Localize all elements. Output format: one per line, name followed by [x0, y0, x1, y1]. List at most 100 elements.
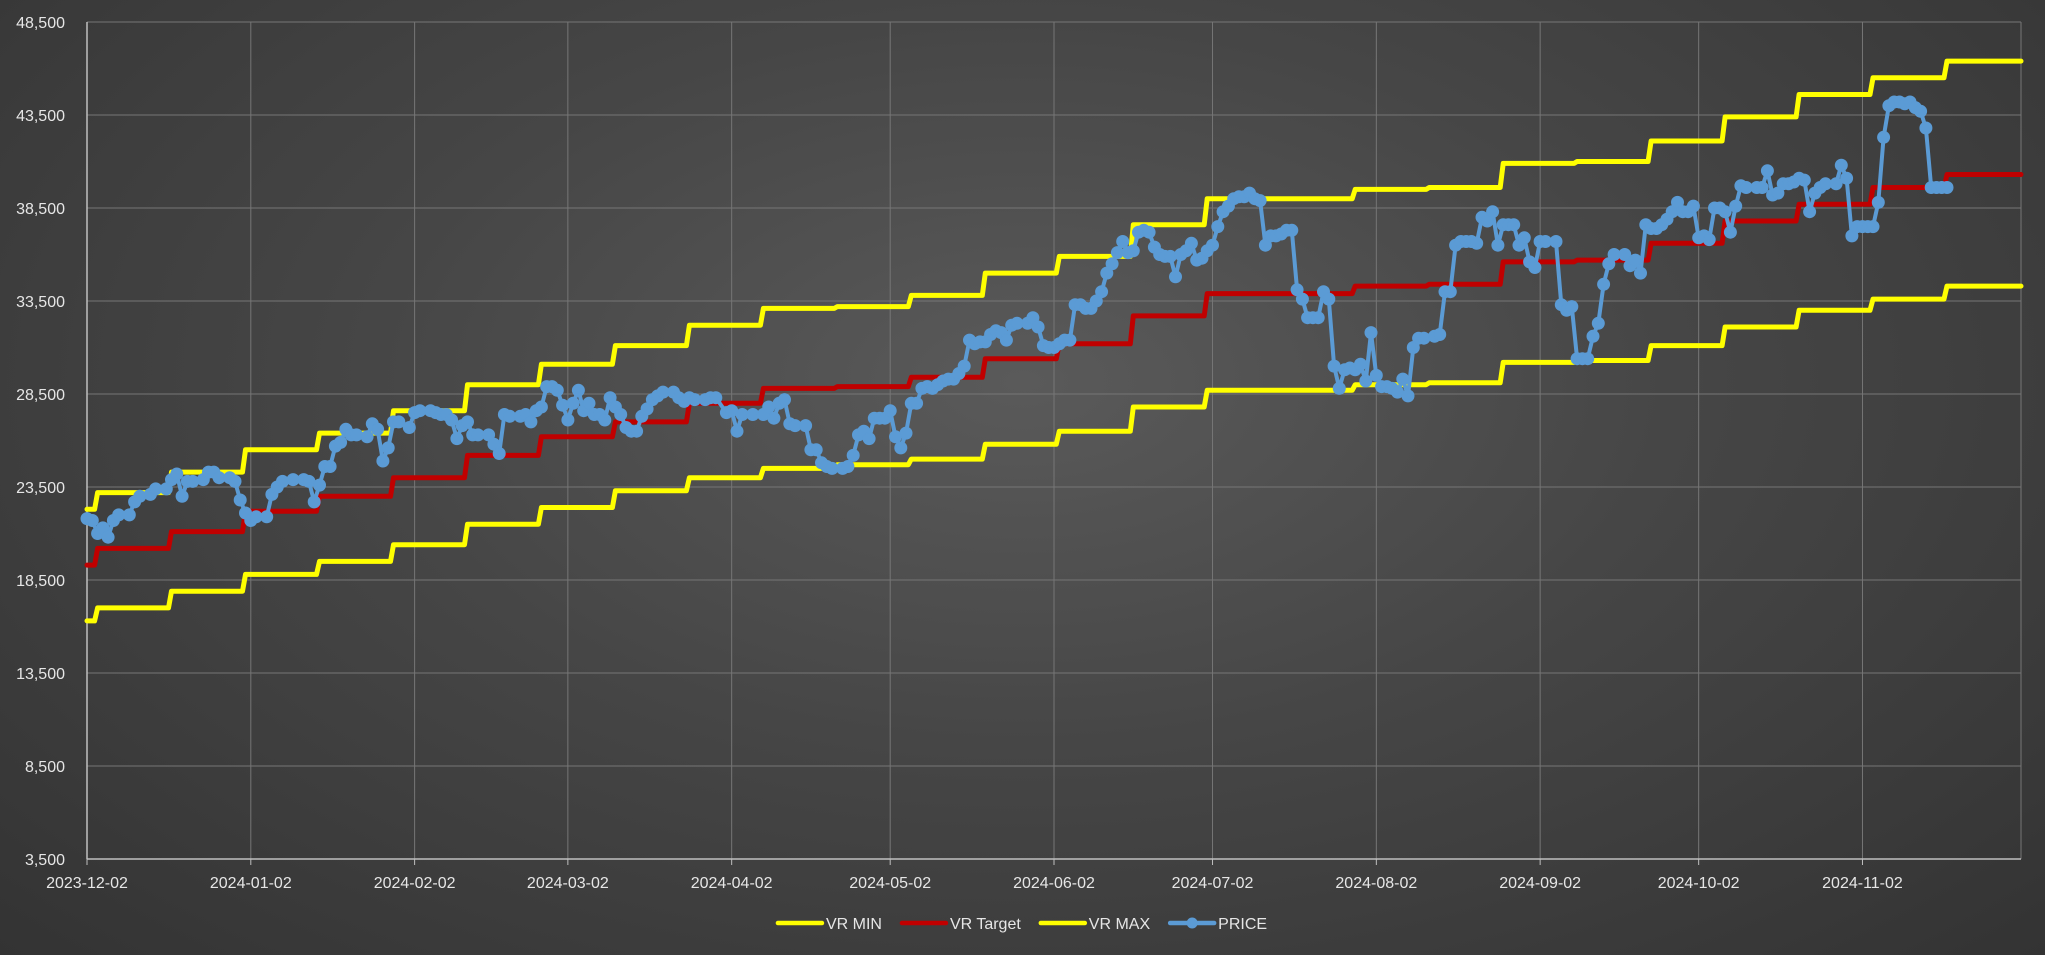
legend-label-vr_max: VR MAX [1089, 916, 1151, 933]
data-point-price [313, 478, 326, 492]
data-point-price [1105, 257, 1119, 271]
data-point-price [1116, 235, 1130, 248]
data-point-price [1470, 236, 1484, 250]
data-point-price [307, 495, 321, 509]
data-point-price [1417, 331, 1431, 345]
y-tick-label: 18,500 [16, 573, 65, 590]
data-point-price [170, 467, 184, 481]
data-point-price [999, 333, 1013, 347]
series-vr_target [84, 172, 2024, 568]
x-tick-label: 2024-05-02 [849, 875, 931, 892]
data-point-price [1206, 238, 1219, 252]
data-point-price [730, 424, 744, 438]
series-line-vr_min [84, 283, 2024, 624]
y-tick-label: 3,500 [25, 852, 65, 869]
data-point-price [1718, 205, 1732, 219]
data-point-price [524, 415, 538, 429]
y-tick-label: 43,500 [16, 108, 65, 125]
x-tick-label: 2024-11-02 [1822, 875, 1903, 892]
data-point-price [85, 514, 99, 527]
data-point-price [550, 383, 564, 397]
grid [86, 21, 2022, 859]
data-point-price [1755, 181, 1769, 194]
series-line-vr_target [84, 172, 2024, 568]
data-point-price [1211, 220, 1225, 234]
data-point-price [175, 489, 189, 503]
data-point-price [381, 441, 395, 455]
y-tick-label: 48,500 [16, 15, 65, 32]
x-tick-label: 2024-03-02 [527, 875, 609, 892]
data-point-price [350, 428, 363, 442]
data-point-price [1702, 233, 1716, 247]
series-vr_min [84, 283, 2024, 624]
data-point-price [846, 448, 860, 462]
x-tick-label: 2024-08-02 [1335, 875, 1417, 892]
x-axis-tick-labels: 2023-12-02 2024-01-02 2024-02-02 2024-03-02… [46, 875, 1903, 892]
data-point-price [841, 460, 855, 473]
legend-item-vr_min: VR MIN [775, 916, 882, 933]
data-point-price [461, 415, 474, 429]
data-point-price [1829, 177, 1843, 191]
data-point-price [1581, 352, 1595, 366]
data-point-price [1834, 158, 1848, 172]
data-point-price [450, 432, 464, 446]
data-point-price [1507, 218, 1521, 232]
data-point-price [1877, 130, 1891, 144]
data-point-price [371, 422, 385, 436]
data-point-price [1914, 104, 1928, 118]
data-point-price [492, 447, 506, 460]
data-point-price [1031, 320, 1045, 334]
data-point-price [1597, 277, 1611, 291]
data-point-price [571, 383, 585, 397]
data-point-price [445, 413, 459, 427]
x-tick-label: 2024-09-02 [1499, 875, 1581, 892]
legend-item-vr_target: VR Target [899, 916, 1021, 933]
data-point-price [1063, 333, 1077, 347]
legend-marker-price [1186, 917, 1198, 929]
data-point-price [582, 396, 596, 410]
data-point-price [566, 396, 580, 410]
data-point-price [1184, 236, 1198, 250]
data-point-price [614, 408, 628, 421]
data-point-price [1322, 292, 1336, 306]
x-tick-label: 2024-02-02 [374, 875, 456, 892]
data-point-price [1126, 244, 1140, 258]
data-point-price [1486, 205, 1500, 219]
data-point-price [1163, 249, 1177, 263]
y-tick-label: 38,500 [16, 201, 65, 218]
data-point-price [1634, 266, 1647, 280]
data-point-price [894, 441, 908, 455]
data-point-price [862, 432, 876, 446]
data-point-price [899, 426, 913, 440]
data-point-price [1586, 329, 1600, 343]
data-point-price [1253, 194, 1267, 208]
data-point-price [1919, 121, 1933, 135]
data-point-price [1169, 270, 1182, 284]
data-point-price [1433, 328, 1447, 341]
legend-label-vr_min: VR MIN [826, 916, 882, 933]
data-point-price [809, 443, 823, 457]
data-point-price [402, 421, 416, 434]
data-point-price [1491, 238, 1505, 252]
legend-item-price: PRICE [1167, 916, 1267, 933]
data-point-price [233, 493, 247, 507]
data-point-price [1866, 220, 1880, 234]
legend-label-vr_target: VR Target [950, 916, 1021, 933]
data-point-price [122, 508, 136, 522]
x-tick-label: 2024-10-02 [1658, 875, 1740, 892]
y-tick-label: 23,500 [16, 480, 65, 497]
data-point-price [1359, 374, 1373, 388]
data-point-price [1401, 389, 1415, 403]
series-price [80, 95, 1954, 544]
y-axis-tick-labels: 3,500 8,500 13,500 18,500 23,500 28,500 33,500… [16, 15, 65, 869]
x-tick-label: 2024-04-02 [691, 875, 773, 892]
x-tick-label: 2024-06-02 [1013, 875, 1095, 892]
data-point-price [910, 396, 924, 410]
data-point-price [276, 474, 289, 488]
data-point-price [883, 404, 897, 418]
data-point-price [1528, 261, 1542, 274]
data-point-price [1871, 195, 1885, 209]
data-point-price [392, 415, 406, 429]
data-point-price [1369, 368, 1383, 382]
data-point-price [1396, 372, 1410, 386]
